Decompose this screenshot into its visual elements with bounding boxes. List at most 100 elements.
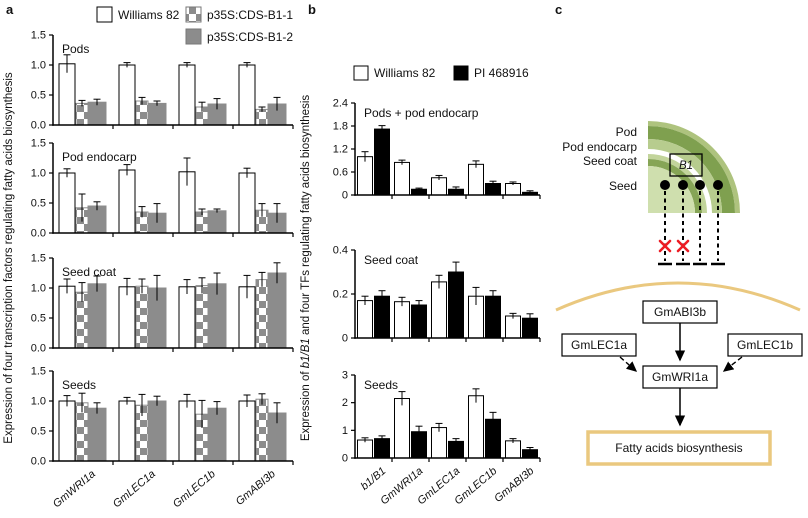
output-box-fatty-acids (586, 430, 772, 466)
node-gmabi3b (642, 300, 718, 324)
signal-dot-seed-coat (678, 180, 688, 190)
bar (195, 211, 209, 234)
chart-b-3: 0123Seedsb1/B1GmWRI1aGmLEC1aGmLEC1bGmABI… (342, 370, 541, 507)
panel-a: a Williams 82 p35S:CDS-B1-1 p35S:CDS-B1-… (0, 0, 300, 518)
category-label: GmLEC1a (111, 468, 158, 510)
bar (431, 177, 447, 196)
bar (431, 427, 447, 459)
bar (374, 438, 390, 459)
bar (87, 407, 107, 462)
bar (118, 286, 136, 349)
legend-swatch-b1-2 (185, 28, 202, 45)
category-label: b1/B1 (359, 465, 389, 493)
chart-title: Seed coat (364, 253, 419, 267)
label-pod: Pod (616, 125, 637, 139)
legend-b: Williams 82 PI 468916 (353, 65, 529, 81)
bar (207, 407, 227, 462)
blocked-cross-icon (676, 239, 690, 253)
chart-title: Seeds (62, 378, 96, 392)
bar (135, 285, 149, 349)
y-tick-label: 0.0 (31, 228, 46, 240)
chart-a-3: 0.0 0.5 1.0 1.5 Seed coat (31, 253, 294, 355)
bar (58, 400, 76, 462)
y-tick-label: 1.8 (333, 121, 348, 133)
category-label: GmWRI1a (51, 468, 98, 510)
signal-dot-pod (713, 180, 723, 190)
bar (411, 304, 427, 339)
signal-dot-pod-endocarp (695, 180, 705, 190)
label-seed-coat: Seed coat (583, 154, 638, 168)
y-tick-label: 0.2 (333, 289, 348, 301)
panel-a-charts: 0.0 0.5 1.0 1.5 Pods 0.0 0.5 1.0 1.5 Pod endocarp… (31, 30, 294, 510)
y-tick-label: 1.0 (31, 396, 46, 408)
y-tick-label: 1.5 (31, 138, 46, 150)
y-tick-label: 0.5 (31, 90, 46, 102)
node-gmlec1a-label: GmLEC1a (571, 338, 627, 352)
panel-b-y-axis-label: Expression of b1/B1 and four TFs regulat… (300, 95, 312, 442)
bar (75, 102, 89, 126)
y-tick-label: 0.5 (31, 426, 46, 438)
bar (238, 172, 256, 234)
bar (357, 300, 373, 339)
panel-c-letter: c (555, 2, 562, 17)
y-tick-label: 1.0 (31, 168, 46, 180)
bar (178, 286, 196, 349)
legend-label-b1-2: p35S:CDS-B1-2 (207, 30, 293, 44)
legend-swatch-williams82 (96, 6, 113, 23)
chart-title: Seed coat (62, 265, 117, 279)
panel-b: b Williams 82 PI 468916 Expression of b1… (300, 0, 545, 518)
legend-swatch-williams82 (353, 65, 369, 81)
label-seed: Seed (609, 179, 637, 193)
chart-title: Pod endocarp (62, 150, 137, 164)
y-tick-label: 2.4 (333, 98, 348, 110)
legend-label-pi468916: PI 468916 (474, 66, 529, 80)
legend-swatch-pi468916 (453, 65, 469, 81)
chart-a-1: 0.0 0.5 1.0 1.5 Pods (31, 30, 294, 132)
chart-b-2: 0 0.2 0.4 Seed coat (333, 245, 541, 345)
legend-label-williams82: Williams 82 (374, 66, 436, 80)
blocked-cross-icon (658, 239, 672, 253)
y-tick-label: 1.2 (333, 144, 348, 156)
bar (505, 183, 521, 196)
bar (374, 295, 390, 339)
bar (58, 285, 76, 349)
output-box-label: Fatty acids biosynthesis (615, 441, 742, 455)
panel-c: c Pod Pod endocarp Seed coat Seed B1 (540, 0, 808, 518)
bar (147, 400, 167, 462)
arrow-lec1a-to-wri1a (619, 356, 638, 372)
legend-label-williams82: Williams 82 (118, 8, 180, 22)
panel-a-letter: a (6, 2, 14, 17)
bar (118, 64, 136, 126)
category-label: GmABI3b (234, 468, 278, 508)
tissue-labels: Pod Pod endocarp Seed coat Seed (562, 125, 637, 193)
bar (178, 400, 196, 462)
y-tick-label: 1.0 (31, 283, 46, 295)
pod-band (648, 126, 735, 213)
bar (505, 440, 521, 459)
bar (468, 163, 484, 196)
y-tick-label: 2 (342, 397, 348, 409)
y-tick-label: 0.0 (31, 456, 46, 468)
node-gmlec1b-label: GmLEC1b (737, 338, 793, 352)
y-tick-label: 0.5 (31, 198, 46, 210)
pod-cross-section (648, 121, 740, 213)
bar (238, 400, 256, 462)
y-tick-label: 0 (342, 190, 348, 202)
seed-boundary-arc (555, 281, 801, 312)
bar (87, 101, 107, 126)
bar (147, 102, 167, 126)
regulatory-network: GmABI3b GmLEC1a GmLEC1b GmWRI1a Fatty ac… (561, 300, 803, 466)
y-tick-label: 0.5 (31, 313, 46, 325)
y-tick-label: 0.6 (333, 167, 348, 179)
panel-b-letter: b (308, 2, 316, 17)
bar (468, 395, 484, 459)
chart-title: Pods + pod endocarp (364, 106, 479, 120)
y-tick-label: 0.0 (31, 120, 46, 132)
tissue-signal-lines (658, 180, 725, 266)
bar (58, 63, 76, 126)
bar (505, 315, 521, 339)
bar (238, 64, 256, 126)
node-gmlec1a (561, 333, 637, 357)
node-gmwri1a-label: GmWRI1a (652, 370, 708, 384)
y-tick-label: 1.5 (31, 366, 46, 378)
